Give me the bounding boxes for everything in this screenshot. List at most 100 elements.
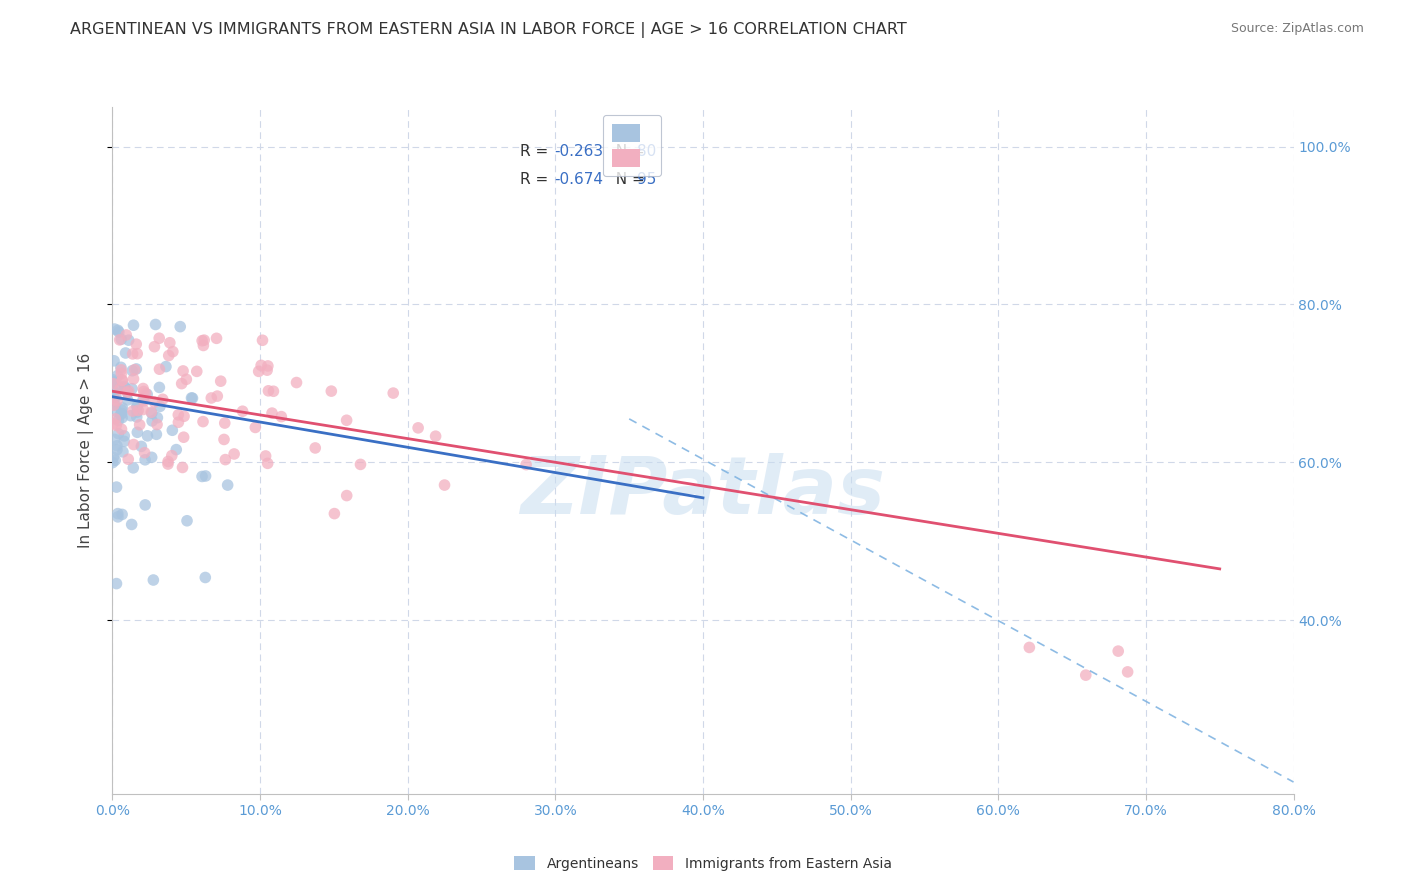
Point xyxy=(159,335,181,350)
Point xyxy=(250,359,273,373)
Point xyxy=(165,442,187,457)
Point xyxy=(205,331,228,345)
Point xyxy=(107,509,129,524)
Point xyxy=(167,408,190,422)
Point xyxy=(132,384,155,399)
Point xyxy=(425,429,447,443)
Point xyxy=(191,334,214,348)
Point xyxy=(145,318,167,332)
Point xyxy=(145,427,167,442)
Point xyxy=(141,405,163,419)
Point xyxy=(186,364,208,378)
Point xyxy=(124,362,146,376)
Point xyxy=(131,439,153,453)
Legend: Argentineans, Immigrants from Eastern Asia: Argentineans, Immigrants from Eastern As… xyxy=(509,850,897,876)
Point xyxy=(128,417,150,432)
Point xyxy=(105,439,128,453)
Point xyxy=(132,382,155,396)
Point xyxy=(107,426,129,441)
Point xyxy=(101,376,124,391)
Point xyxy=(112,429,135,443)
Point xyxy=(111,401,134,415)
Point xyxy=(1107,644,1129,658)
Point xyxy=(127,403,149,417)
Point xyxy=(152,392,174,407)
Point xyxy=(160,449,183,463)
Point xyxy=(191,469,214,483)
Point xyxy=(247,364,270,378)
Point xyxy=(121,517,143,532)
Point xyxy=(111,406,134,420)
Point xyxy=(515,458,537,472)
Point xyxy=(117,452,139,467)
Point xyxy=(118,384,141,398)
Point xyxy=(257,359,280,373)
Point xyxy=(110,408,132,422)
Point xyxy=(125,410,148,425)
Point xyxy=(245,420,267,434)
Point xyxy=(162,423,184,437)
Point xyxy=(148,362,170,376)
Point xyxy=(157,349,180,363)
Point xyxy=(114,379,136,393)
Point xyxy=(115,327,138,342)
Point xyxy=(134,498,156,512)
Point xyxy=(260,406,283,420)
Point xyxy=(141,414,163,428)
Point xyxy=(136,387,159,401)
Text: -0.674: -0.674 xyxy=(554,171,603,186)
Point xyxy=(170,376,193,391)
Point xyxy=(180,391,202,405)
Point xyxy=(107,368,129,383)
Point xyxy=(103,398,125,412)
Point xyxy=(127,425,149,440)
Text: R =: R = xyxy=(520,171,553,186)
Point xyxy=(111,508,134,522)
Point xyxy=(323,507,346,521)
Point xyxy=(136,429,159,443)
Point xyxy=(122,460,145,475)
Point xyxy=(1018,640,1040,655)
Point xyxy=(214,452,236,467)
Point xyxy=(104,390,127,404)
Point xyxy=(105,480,128,494)
Point xyxy=(114,381,136,395)
Point xyxy=(181,391,204,405)
Point xyxy=(110,332,132,346)
Point xyxy=(194,469,217,483)
Point xyxy=(256,363,278,377)
Point xyxy=(148,380,170,394)
Point xyxy=(117,392,139,407)
Point xyxy=(146,410,169,425)
Text: N =: N = xyxy=(606,171,650,186)
Point xyxy=(110,422,132,436)
Point xyxy=(122,318,145,333)
Point xyxy=(108,382,131,396)
Point xyxy=(111,403,134,417)
Point xyxy=(105,418,128,433)
Point xyxy=(141,450,163,465)
Point xyxy=(125,399,148,413)
Point xyxy=(120,409,142,423)
Y-axis label: In Labor Force | Age > 16: In Labor Force | Age > 16 xyxy=(79,353,94,548)
Point xyxy=(127,347,149,361)
Point xyxy=(304,441,326,455)
Point xyxy=(285,376,308,390)
Point xyxy=(349,458,371,472)
Point xyxy=(132,402,155,417)
Point xyxy=(121,364,143,378)
Point xyxy=(135,386,157,401)
Point xyxy=(107,378,129,392)
Point xyxy=(157,454,180,468)
Point xyxy=(155,359,177,374)
Point xyxy=(103,354,125,368)
Point xyxy=(217,478,239,492)
Point xyxy=(176,514,198,528)
Point xyxy=(105,442,128,457)
Text: Source: ZipAtlas.com: Source: ZipAtlas.com xyxy=(1230,22,1364,36)
Point xyxy=(115,385,138,400)
Point xyxy=(112,434,135,449)
Point xyxy=(104,404,127,418)
Point xyxy=(121,382,143,396)
Point xyxy=(108,325,131,339)
